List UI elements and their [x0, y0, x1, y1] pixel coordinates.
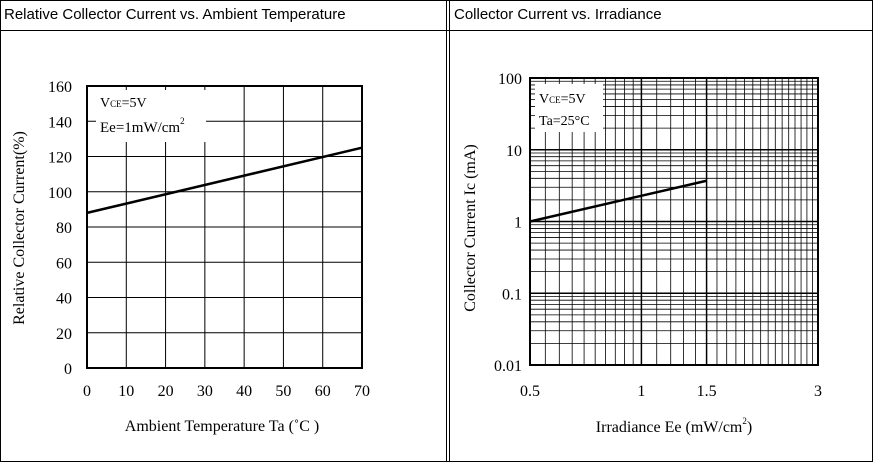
- chart1-ytick-label: 0: [64, 361, 72, 378]
- chart2-ytick-label: 100: [498, 71, 522, 88]
- chart2-annotation-ta: Ta=25°C: [539, 114, 590, 129]
- chart1-ytick-label: 20: [56, 326, 72, 343]
- chart1-xtick-label: 60: [315, 383, 331, 400]
- chart2-ytick-label: 10: [506, 143, 522, 160]
- chart1-ytick-label: 100: [48, 185, 72, 202]
- chart1-plot-border: [86, 85, 363, 369]
- chart1-xlabel: Ambient Temperature Ta (˚C ): [125, 418, 319, 435]
- chart1-ytick-label: 60: [56, 255, 72, 272]
- chart2-series-line: [529, 179, 707, 223]
- chart2-ylabel: Collector Current Ic (mA): [462, 144, 479, 312]
- chart1-ytick-label: 160: [48, 79, 72, 96]
- chart1-xtick-label: 40: [236, 383, 252, 400]
- chart2-xlabel: Irradiance Ee (mW/cm2): [596, 416, 752, 436]
- chart2-annotation-bg: [535, 84, 603, 132]
- chart1-ytick-label: 40: [56, 291, 72, 308]
- panel-divider-inner: [449, 0, 450, 462]
- chart1-ytick-label: 80: [56, 220, 72, 237]
- chart1-annotation-vce: VCE=5V: [100, 96, 147, 111]
- right-panel-title: Collector Current vs. Irradiance: [454, 6, 662, 23]
- title-divider: [0, 30, 873, 31]
- panel-divider: [446, 0, 447, 462]
- chart1-xtick-label: 30: [197, 383, 213, 400]
- chart1-ytick-label: 140: [48, 114, 72, 131]
- chart1-xtick-label: 10: [118, 383, 134, 400]
- chart2-ytick-label: 0.01: [494, 358, 522, 375]
- chart2-xtick-label: 0.5: [520, 383, 540, 400]
- chart2-xtick-label: 1: [637, 383, 645, 400]
- chart1-series-line: [86, 146, 363, 215]
- chart1-annotation-ee: Ee=1mW/cm2: [100, 116, 185, 136]
- chart2-annotation-vce: VCE=5V: [539, 92, 586, 107]
- chart1-ytick-label: 120: [48, 150, 72, 167]
- left-panel-title: Relative Collector Current vs. Ambient T…: [4, 6, 346, 23]
- chart2-xtick-label: 3: [814, 383, 822, 400]
- chart1-ylabel: Relative Collector Current(%): [11, 131, 28, 325]
- chart1-xtick-label: 20: [158, 383, 174, 400]
- chart1-xtick-label: 0: [83, 383, 91, 400]
- chart1-xtick-label: 70: [354, 383, 370, 400]
- chart2-ytick-label: 1: [514, 215, 522, 232]
- chart2-ytick-label: 0.1: [502, 286, 522, 303]
- chart1-annotation-bg: [96, 90, 206, 142]
- chart1-xtick-label: 50: [275, 383, 291, 400]
- chart2-xtick-label: 1.5: [697, 383, 717, 400]
